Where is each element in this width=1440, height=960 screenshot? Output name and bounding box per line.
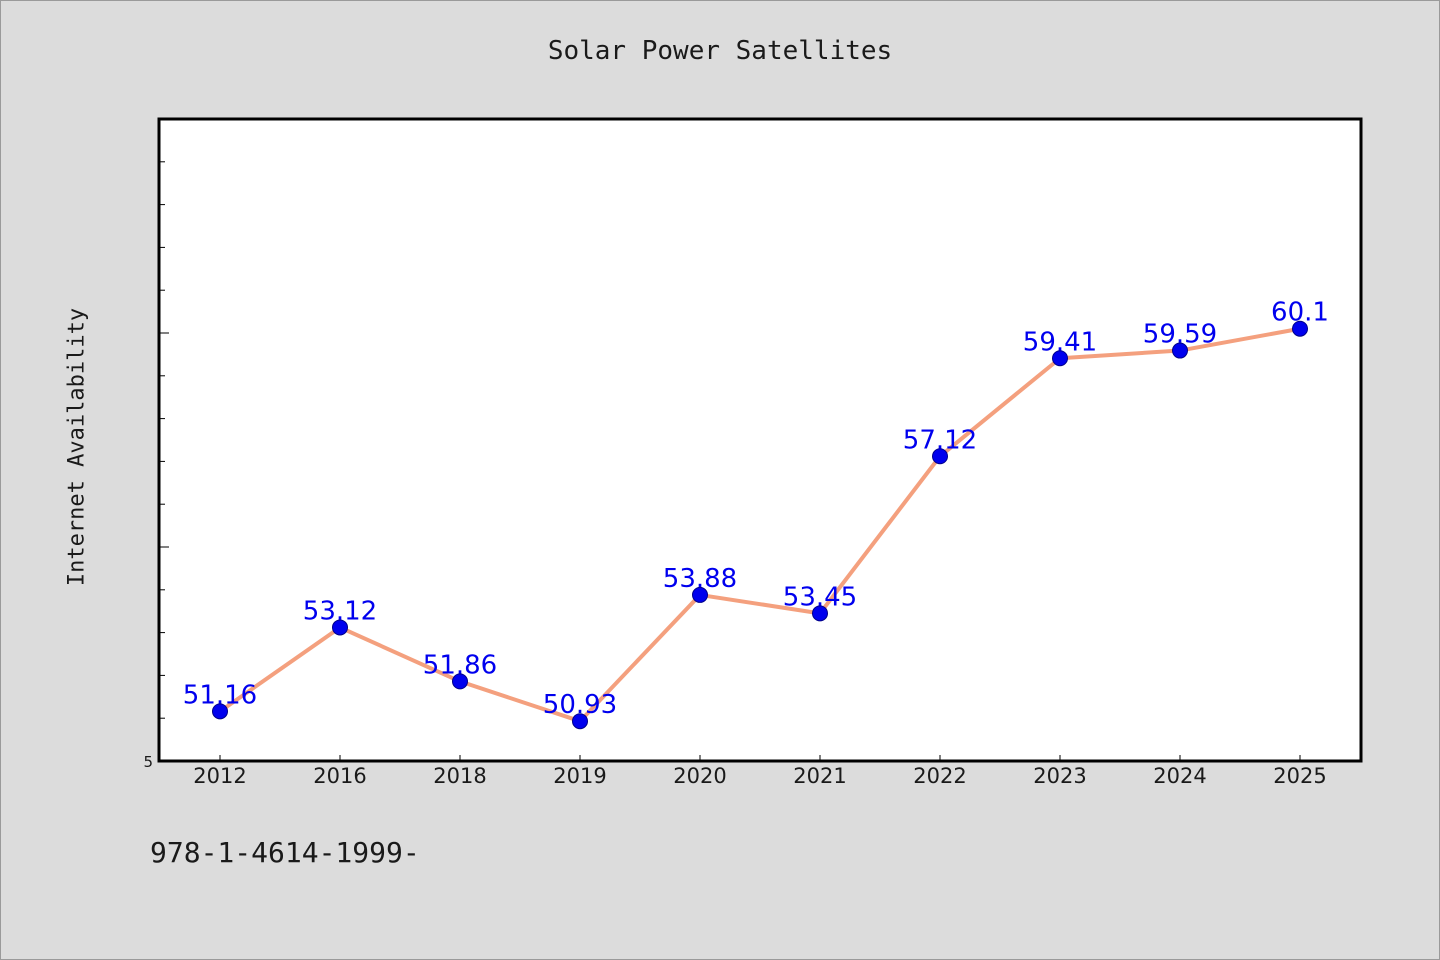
data-label: 51.86 — [423, 650, 497, 680]
x-tick-label: 2025 — [1273, 764, 1326, 788]
x-axis-tick-labels: 2012 2016 2018 2019 2020 2021 2022 2023 2024 2025 — [193, 755, 1327, 788]
y-axis-ticks: 5 — [143, 161, 169, 771]
chart-title: Solar Power Satellites — [547, 36, 893, 66]
data-point — [212, 703, 228, 720]
x-tick-label: 2023 — [1033, 764, 1086, 788]
data-point — [332, 619, 348, 636]
data-label: 60.1 — [1271, 298, 1329, 328]
footer-code: 978-1-4614-1999- — [150, 836, 420, 869]
x-tick-label: 2022 — [913, 764, 966, 788]
x-tick-label: 2016 — [313, 764, 366, 788]
x-tick-label: 2024 — [1153, 764, 1206, 788]
data-label: 59.59 — [1143, 320, 1217, 350]
data-point — [1052, 350, 1068, 367]
data-point — [1292, 320, 1308, 337]
x-tick-label: 2021 — [793, 764, 846, 788]
data-point — [812, 605, 828, 622]
data-label: 53.12 — [303, 596, 377, 626]
data-labels: 51.16 53.12 51.86 50.93 53.88 53.45 57.12 59.41… — [183, 298, 1329, 720]
data-point — [572, 713, 588, 730]
data-label: 57.12 — [903, 425, 977, 455]
data-point — [692, 586, 708, 603]
plot-area — [157, 117, 1363, 763]
y-tick-label: 5 — [143, 753, 153, 771]
x-tick-label: 2020 — [673, 764, 726, 788]
data-point — [452, 673, 468, 690]
x-tick-label: 2012 — [193, 764, 246, 788]
x-tick-label: 2018 — [433, 764, 486, 788]
series-line — [218, 326, 1302, 724]
data-label: 53.45 — [783, 582, 857, 612]
x-tick-label: 2019 — [553, 764, 606, 788]
data-label: 53.88 — [663, 564, 737, 594]
data-label: 51.16 — [183, 680, 257, 710]
data-point — [1172, 342, 1188, 359]
data-label: 50.93 — [543, 690, 617, 720]
data-label: 59.41 — [1023, 327, 1097, 357]
series-group — [212, 320, 1308, 730]
data-point — [932, 448, 948, 465]
